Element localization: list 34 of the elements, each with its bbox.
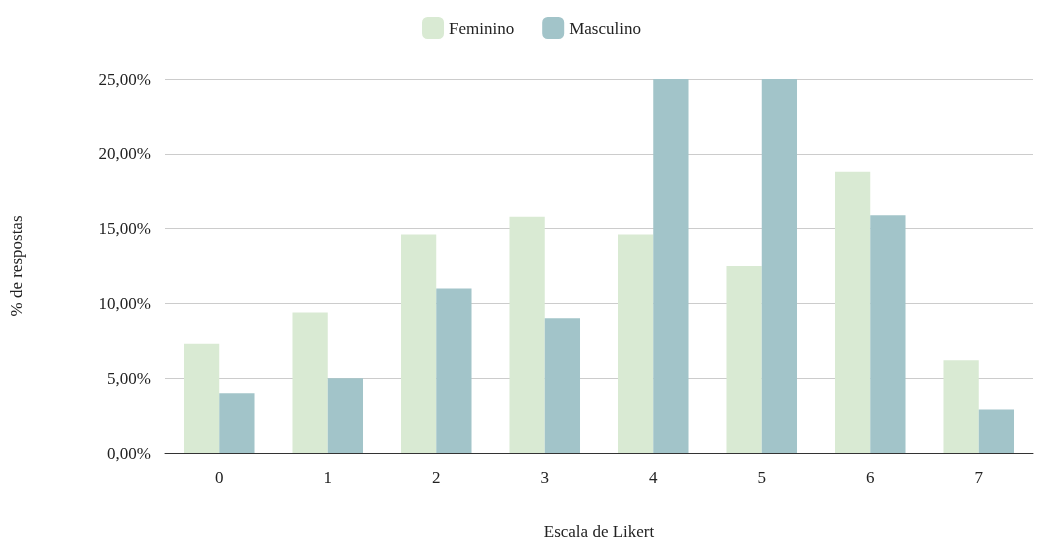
bar [726,266,762,453]
y-tick-label: 15,00% [98,219,151,239]
y-axis-title: % de respostas [7,215,26,317]
x-tick-label: 1 [323,468,332,487]
bar [400,234,437,453]
bar [617,234,654,453]
bar [870,215,906,453]
legend-label: Feminino [449,18,515,38]
bar [978,409,1015,453]
y-tick-label: 20,00% [98,144,151,164]
y-tick-label: 0,00% [107,443,151,463]
x-tick-label: 2 [432,468,441,487]
x-tick-label: 7 [974,468,984,487]
bar [761,79,798,453]
bar [509,216,545,453]
bar [219,393,255,453]
bar [292,312,328,453]
bar [183,343,220,453]
x-tick-label: 4 [649,468,658,487]
bar [327,378,364,453]
y-tick-label: 10,00% [98,293,151,313]
bar [834,171,871,453]
legend-label: Masculino [569,18,641,38]
bar [653,79,689,453]
bar [544,318,581,453]
bar [943,360,979,453]
y-tick-label: 5,00% [107,368,151,388]
x-tick-label: 5 [757,468,766,487]
x-axis-title: Escala de Likert [543,522,655,541]
y-tick-label: 25,00% [98,69,151,89]
x-tick-label: 0 [215,468,224,487]
x-tick-label: 6 [866,468,875,487]
x-tick-label: 3 [540,468,549,487]
bar [436,288,472,453]
